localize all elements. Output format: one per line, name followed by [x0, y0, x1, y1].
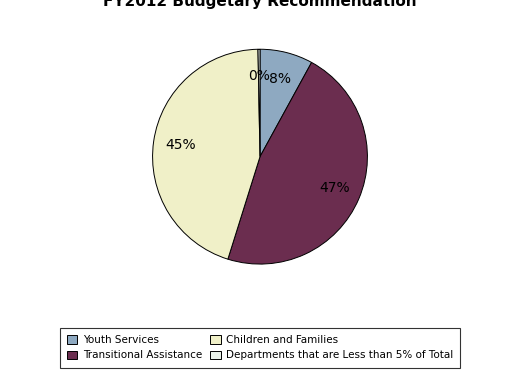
Legend: Youth Services, Transitional Assistance, Children and Families, Departments that: Youth Services, Transitional Assistance,… [60, 328, 460, 368]
Title: FY2012 Budgetary Recommendation: FY2012 Budgetary Recommendation [103, 0, 417, 9]
Wedge shape [228, 62, 368, 264]
Wedge shape [152, 49, 260, 259]
Wedge shape [260, 49, 311, 157]
Text: 0%: 0% [249, 69, 270, 83]
Text: 8%: 8% [269, 72, 291, 86]
Text: 47%: 47% [319, 181, 349, 195]
Wedge shape [258, 49, 260, 157]
Text: 45%: 45% [165, 138, 196, 152]
